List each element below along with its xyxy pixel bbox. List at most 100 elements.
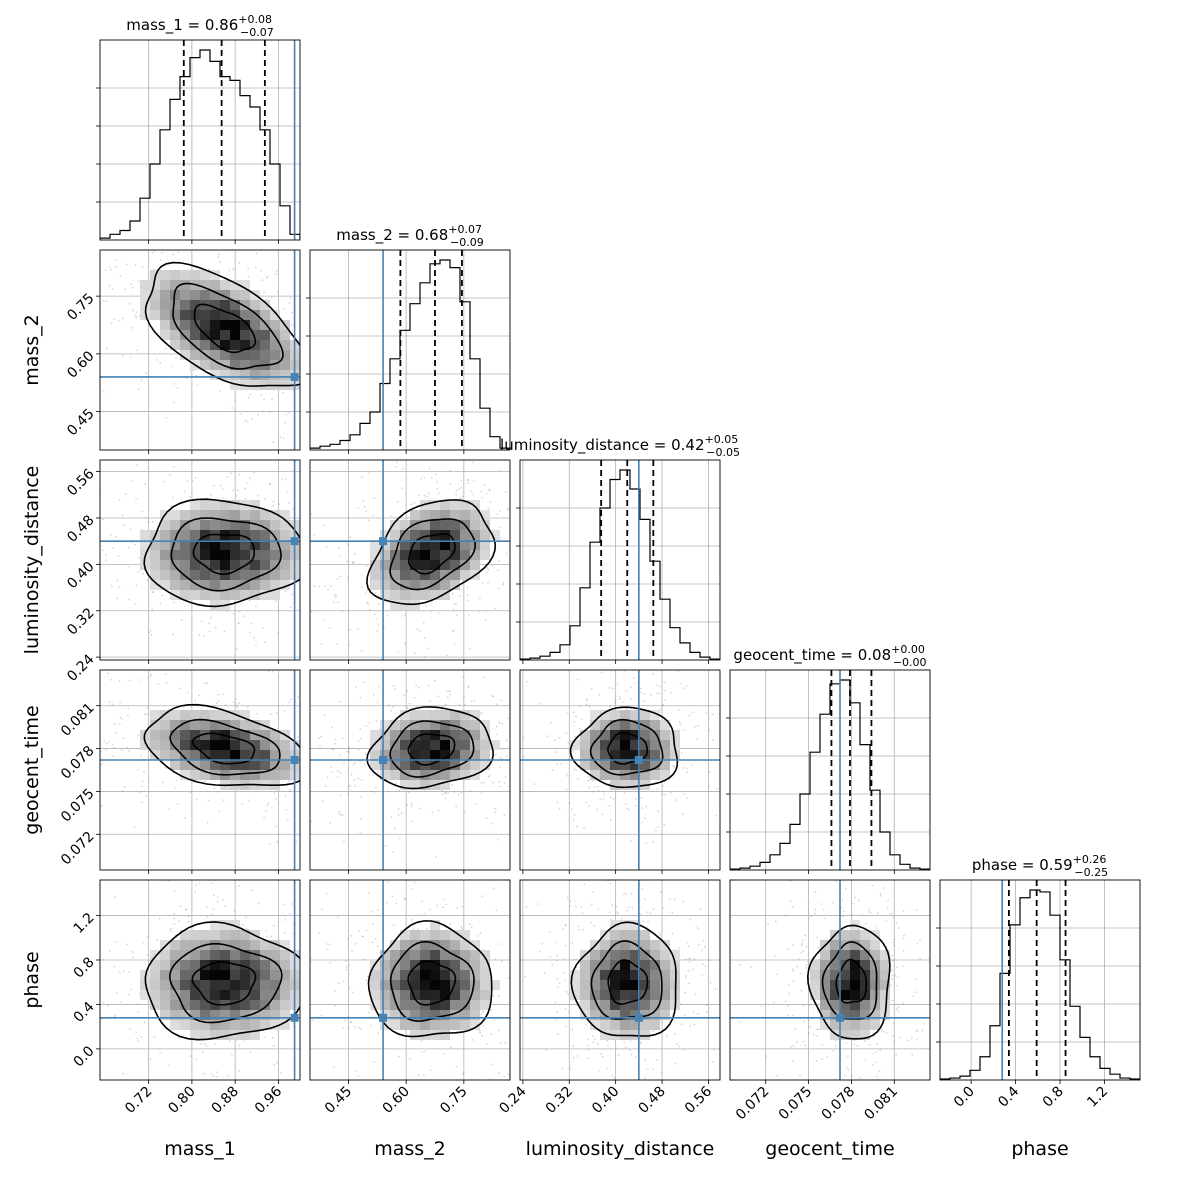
density-cell — [190, 510, 200, 520]
density-content — [310, 880, 530, 1080]
scatter-point — [56, 200, 58, 202]
density-cell — [640, 1000, 650, 1010]
density-cell — [180, 710, 190, 720]
scatter-point — [635, 1056, 637, 1058]
scatter-point — [130, 480, 133, 483]
scatter-point — [335, 601, 337, 603]
density-cell — [260, 750, 270, 760]
scatter-point — [198, 694, 200, 697]
scatter-point — [252, 471, 255, 474]
density-cell — [410, 720, 420, 730]
scatter-point — [315, 326, 317, 328]
scatter-point — [445, 903, 448, 906]
scatter-point — [305, 378, 307, 380]
scatter-point — [177, 251, 180, 253]
truth-marker — [634, 1013, 643, 1022]
scatter-point — [583, 883, 586, 886]
scatter-point — [370, 790, 373, 792]
scatter-point — [859, 842, 861, 844]
scatter-point — [304, 612, 306, 614]
scatter-point — [561, 1067, 564, 1070]
scatter-point — [198, 882, 201, 885]
scatter-point — [300, 382, 302, 384]
scatter-point — [363, 958, 366, 961]
scatter-point — [585, 703, 588, 706]
scatter-point — [361, 476, 363, 479]
scatter-point — [490, 718, 492, 720]
scatter-point — [324, 584, 326, 587]
scatter-point — [318, 407, 320, 409]
scatter-point — [32, 289, 34, 291]
density-cell — [380, 1000, 390, 1010]
scatter-point — [221, 488, 224, 491]
scatter-point — [215, 867, 217, 869]
scatter-point — [714, 988, 716, 991]
scatter-point — [196, 384, 199, 387]
scatter-point — [396, 501, 399, 503]
scatter-point — [455, 602, 457, 605]
scatter-point — [312, 1019, 315, 1022]
scatter-point — [420, 1039, 423, 1042]
scatter-point — [332, 370, 334, 372]
scatter-point — [617, 1054, 620, 1056]
density-cell — [640, 990, 650, 1000]
scatter-point — [528, 980, 530, 982]
scatter-point — [135, 584, 138, 587]
scatter-point — [357, 1075, 360, 1077]
scatter-point — [323, 619, 325, 622]
density-cell — [490, 980, 500, 990]
scatter-point — [346, 750, 348, 753]
scatter-point — [239, 453, 241, 455]
scatter-point — [339, 555, 341, 558]
contour-level — [169, 943, 283, 1024]
scatter-point — [306, 751, 308, 753]
scatter-point — [334, 742, 337, 745]
scatter-point — [478, 597, 481, 600]
scatter-point — [291, 311, 293, 314]
scatter-point — [111, 743, 114, 746]
density-cell — [410, 1030, 420, 1040]
scatter-point — [330, 584, 332, 587]
density-cell — [140, 290, 150, 300]
scatter-point — [275, 272, 278, 275]
scatter-point — [168, 808, 171, 811]
density-cell — [640, 770, 650, 780]
scatter-point — [359, 728, 362, 730]
scatter-point — [684, 976, 687, 979]
scatter-point — [501, 763, 503, 765]
scatter-point — [115, 265, 118, 268]
density-cell — [390, 740, 400, 750]
scatter-point — [298, 588, 300, 590]
density-cell — [460, 740, 470, 750]
density-cell — [450, 720, 460, 730]
density-cell — [210, 550, 220, 560]
scatter-point — [327, 474, 329, 476]
density-cell — [610, 930, 620, 940]
scatter-point — [406, 804, 409, 806]
scatter-point — [357, 740, 360, 742]
density-cell — [440, 1030, 450, 1040]
density-cell — [270, 350, 280, 360]
density-cell — [280, 740, 290, 750]
scatter-point — [376, 770, 379, 773]
density-cell — [230, 580, 240, 590]
scatter-point — [307, 528, 309, 530]
scatter-point — [413, 696, 416, 699]
scatter-point — [206, 821, 209, 824]
scatter-point — [185, 1081, 187, 1083]
scatter-point — [357, 748, 360, 751]
scatter-point — [317, 568, 319, 570]
scatter-point — [285, 808, 288, 811]
density-cell — [650, 940, 660, 950]
density-cell — [260, 720, 270, 730]
density-cell — [420, 720, 430, 730]
density-cell — [430, 550, 440, 560]
density-cell — [190, 320, 200, 330]
density-cell — [210, 560, 220, 570]
hist-panel-mass_1: mass_1 = 0.86+0.08 −0.07 — [96, 13, 301, 244]
density-cell — [270, 530, 280, 540]
scatter-point — [572, 1045, 575, 1047]
scatter-point — [468, 647, 471, 650]
scatter-point — [597, 789, 600, 792]
density-cell — [450, 580, 460, 590]
